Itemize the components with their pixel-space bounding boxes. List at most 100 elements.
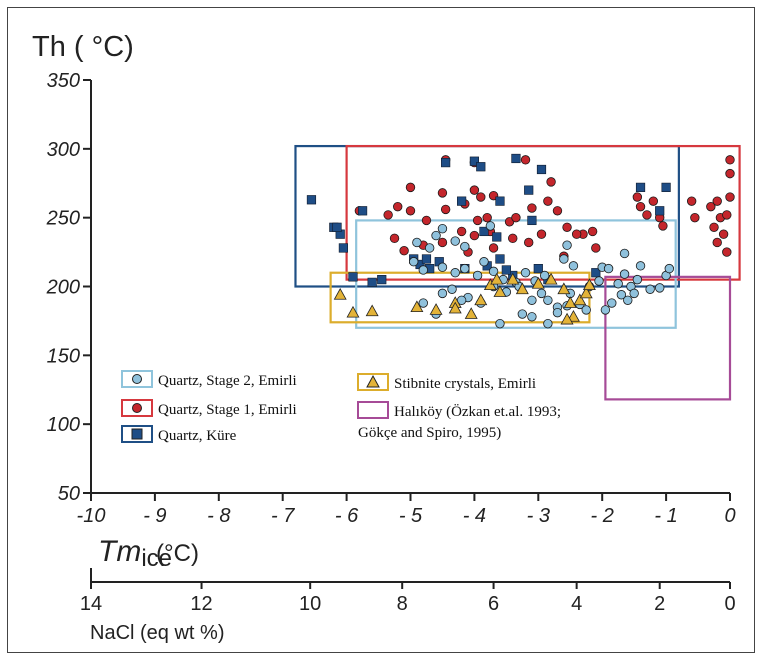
legend-swatch-box [121, 370, 153, 388]
data-point [474, 293, 488, 306]
data-point [655, 206, 665, 216]
data-point [725, 155, 735, 165]
data-point [557, 282, 571, 295]
x-axis-label-tm: Tmice(°C) [98, 535, 199, 572]
data-point [635, 182, 646, 192]
legend-label: Quartz, Küre [158, 428, 237, 444]
y-tick-label: 100 [47, 414, 80, 436]
legend-label-line2: Gökçe and Spiro, 1995) [358, 425, 501, 441]
x-axis-label-salinity: NaCl (eq wt %) [90, 622, 224, 644]
data-point [543, 196, 553, 206]
data-point [568, 261, 579, 271]
salinity-tick-label: 6 [488, 593, 499, 615]
x-tick-label: - 5 [399, 505, 423, 527]
data-point [531, 276, 545, 289]
data-point [377, 275, 387, 285]
data-point [482, 212, 492, 223]
data-point [619, 269, 630, 279]
data-point [493, 285, 507, 297]
data-point [587, 226, 598, 237]
data-point [515, 282, 529, 295]
legend-item-stibnite: Stibnite crystals, Emirli [357, 373, 536, 392]
data-point [635, 261, 646, 271]
legend-label: Quartz, Stage 1, Emirli [158, 402, 297, 418]
data-point [517, 309, 528, 319]
data-point [457, 196, 467, 206]
data-point [440, 204, 451, 215]
salinity-tick-label: 14 [80, 593, 102, 615]
data-point [533, 264, 543, 274]
data-point [488, 243, 499, 253]
y-axis-label: Th ( °C) [32, 31, 134, 63]
x-tick-label: - 6 [335, 505, 359, 527]
data-point [476, 192, 486, 202]
data-point [488, 266, 499, 277]
data-point [591, 243, 601, 253]
data-point [418, 298, 428, 308]
data-point [437, 237, 448, 248]
data-point [306, 195, 317, 205]
data-point [448, 301, 462, 314]
data-point [495, 196, 505, 206]
data-point [527, 203, 537, 213]
data-point [543, 318, 553, 329]
data-point [594, 276, 604, 286]
data-point [524, 185, 534, 195]
data-point [447, 284, 457, 294]
legend-item-quartz-stage-1: Quartz, Stage 1, Emirli [121, 399, 297, 418]
x-tick-label: - 7 [271, 505, 295, 527]
data-point [511, 153, 521, 164]
data-point [408, 257, 419, 267]
data-point [527, 312, 537, 322]
data-point [437, 288, 448, 299]
data-point [479, 226, 489, 237]
data-point [544, 272, 558, 285]
data-point [469, 230, 480, 241]
data-point [536, 288, 547, 299]
data-point [573, 293, 587, 306]
data-point [405, 206, 416, 216]
data-point [421, 254, 432, 264]
data-point [437, 262, 448, 272]
data-point [421, 215, 432, 226]
data-point [338, 243, 349, 253]
y-tick-label: 250 [46, 208, 80, 230]
legend-marker-square [131, 428, 143, 440]
x-axis-tm: -10 - 9 - 8 - 7 - 6 - 5 - 4 - 3 - 2 - 1 0 [77, 492, 736, 527]
salinity-tick-label: 12 [190, 593, 212, 615]
data-point [566, 309, 580, 322]
data-point [579, 286, 593, 299]
legend-marker-circle [132, 374, 142, 384]
data-point [603, 263, 614, 274]
data-point [642, 210, 652, 220]
data-point [495, 254, 505, 264]
data-point [490, 272, 504, 285]
x-tick-label: - 9 [143, 505, 166, 527]
legend-label: Stibnite crystals, Emirli [394, 376, 536, 392]
data-point [511, 212, 521, 223]
data-point [616, 290, 627, 300]
data-point [492, 232, 502, 242]
data-point [333, 287, 347, 300]
x-tick-label: - 3 [527, 505, 550, 527]
data-point [460, 263, 470, 274]
y-axis: 50 100 150 200 250 300 350 [46, 70, 92, 505]
x-tick-label: - 1 [654, 505, 677, 527]
legend-swatch-box [357, 401, 389, 419]
data-point [464, 307, 478, 319]
legend-item-quartz-stage-2: Quartz, Stage 2, Emirli [121, 370, 297, 389]
data-point [431, 230, 441, 241]
data-point [591, 268, 601, 278]
salinity-tick-label: 2 [654, 593, 665, 615]
data-point [712, 196, 722, 206]
data-point [536, 229, 547, 239]
data-point [332, 222, 342, 232]
data-point [437, 223, 448, 234]
data-point [418, 265, 428, 275]
data-point [383, 210, 393, 220]
salinity-tick-label: 4 [571, 593, 582, 615]
data-point [686, 196, 697, 206]
data-point [722, 247, 732, 257]
data-point [472, 215, 483, 226]
